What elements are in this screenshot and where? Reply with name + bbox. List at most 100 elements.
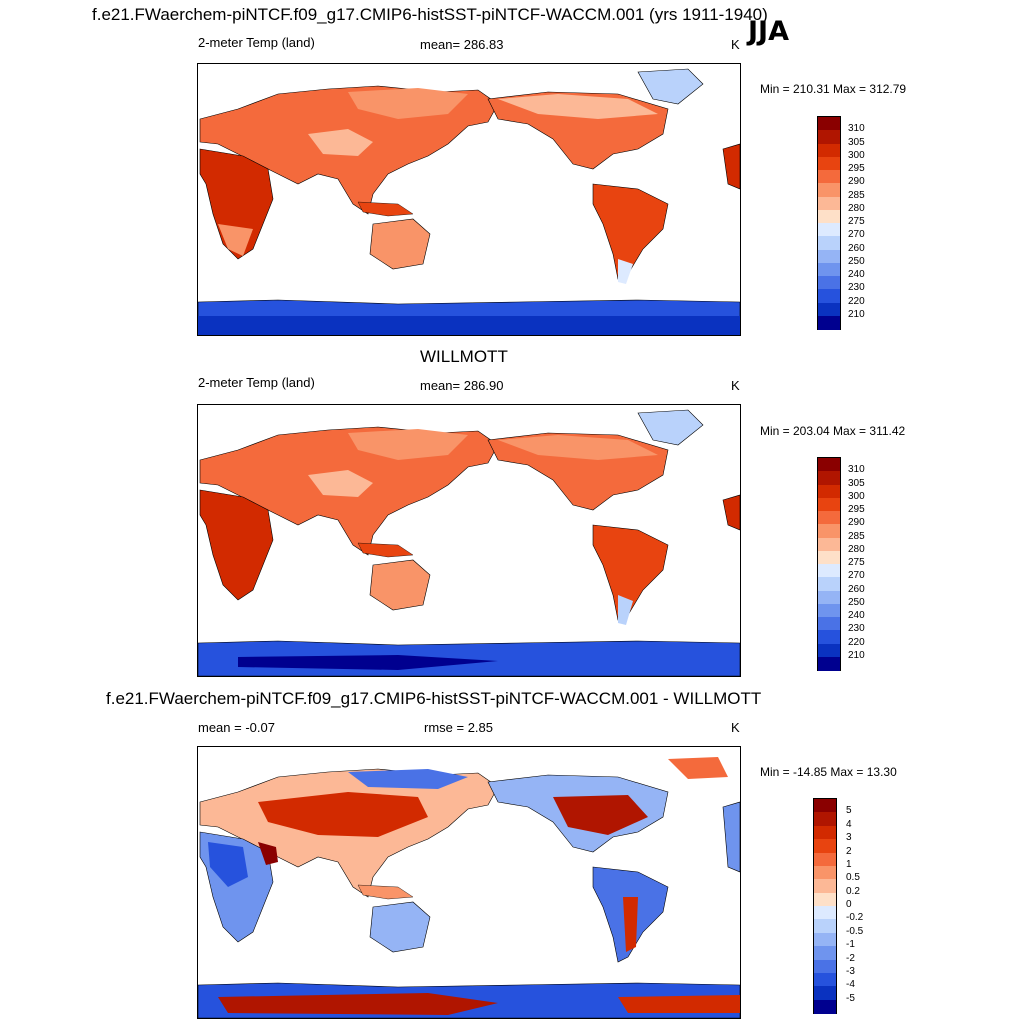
colorbar-tick-label: -3: [846, 965, 855, 977]
panel3-map: [197, 746, 741, 1019]
colorbar-tick-label: 2: [846, 845, 852, 857]
land-australia: [369, 901, 431, 953]
land-africa: [199, 148, 274, 260]
panel1-title: f.e21.FWaerchem-piNTCF.f09_g17.CMIP6-his…: [92, 5, 768, 24]
land-africa-east-edge: [722, 494, 740, 531]
panel2-map: [197, 404, 741, 677]
colorbar-swatch: [814, 812, 836, 827]
colorbar-tick-label: 290: [848, 517, 865, 529]
panel2-units-label: K: [731, 378, 740, 393]
colorbar-swatch: [818, 170, 840, 184]
colorbar-swatch: [814, 852, 836, 867]
land-australia: [369, 559, 431, 611]
colorbar-tick-label: 310: [848, 464, 865, 476]
colorbar-swatch: [818, 117, 840, 131]
colorbar-tick-label: 5: [846, 805, 852, 817]
panel3-mean-label: mean = -0.07: [198, 720, 275, 735]
panel3-title: f.e21.FWaerchem-piNTCF.f09_g17.CMIP6-his…: [106, 689, 762, 708]
colorbar-tick-label: 220: [848, 636, 865, 648]
land-canada: [498, 435, 658, 460]
colorbar-swatch: [818, 617, 840, 631]
panel2-minmax: Min = 203.04 Max = 311.42: [760, 424, 906, 438]
colorbar-tick-label: 240: [848, 269, 865, 280]
colorbar-tick-label: 295: [848, 163, 865, 174]
colorbar-tick-label: 275: [848, 557, 865, 568]
colorbar-swatch: [818, 537, 840, 552]
colorbar-swatch: [818, 209, 840, 224]
colorbar-tick-label: -5: [846, 992, 855, 1004]
land-patagonia: [618, 259, 633, 284]
colorbar-tick-label: 260: [848, 242, 865, 254]
colorbar-tick-label: 270: [848, 229, 865, 241]
colorbar-tick-label: 0.2: [846, 885, 860, 897]
panel2-colorbar: [817, 457, 841, 671]
land-antarctica-interior: [198, 316, 740, 335]
land-patagonia: [618, 595, 633, 625]
diff-siberia-cool: [348, 769, 468, 789]
colorbar-swatch: [818, 302, 840, 317]
colorbar-swatch: [818, 458, 840, 472]
colorbar-tick-label: -0.2: [846, 912, 864, 924]
colorbar-tick-label: 270: [848, 570, 865, 582]
colorbar-tick-label: 280: [848, 543, 865, 555]
panel1-map-plot: [198, 68, 740, 335]
land-greenland: [637, 68, 704, 105]
colorbar-swatch: [818, 524, 840, 538]
land-antarctica-interior: [238, 655, 498, 670]
panel2-variable-label: 2-meter Temp (land): [198, 375, 315, 390]
colorbar-tick-label: -2: [846, 952, 855, 964]
land-africa-east-edge: [722, 143, 740, 190]
colorbar-swatch: [818, 130, 840, 144]
panel3-colorbar: [813, 798, 837, 1014]
colorbar-swatch: [818, 196, 840, 211]
colorbar-swatch: [818, 643, 840, 658]
colorbar-tick-label: 300: [848, 149, 865, 161]
colorbar-swatch: [818, 511, 840, 525]
land-africa: [199, 489, 274, 601]
land-australia: [369, 218, 431, 270]
land-tibet: [308, 129, 373, 156]
colorbar-swatch: [814, 825, 836, 840]
panel1-variable-label: 2-meter Temp (land): [198, 35, 315, 50]
colorbar-swatch: [814, 919, 836, 934]
panel2-title: WILLMOTT: [420, 347, 508, 366]
colorbar-swatch: [814, 999, 836, 1014]
colorbar-tick-label: 0: [846, 899, 852, 910]
diff-alaska-warm: [668, 757, 728, 779]
land-siberia: [348, 88, 468, 119]
colorbar-swatch: [818, 156, 840, 171]
colorbar-tick-label: 295: [848, 504, 865, 515]
colorbar-swatch: [818, 276, 840, 290]
land-tibet: [308, 470, 373, 497]
colorbar-tick-label: -4: [846, 979, 855, 991]
colorbar-tick-label: 230: [848, 282, 865, 294]
colorbar-swatch: [814, 879, 836, 894]
season-label: JJA: [748, 16, 789, 47]
diff-usa-warm: [553, 795, 648, 835]
colorbar-swatch: [814, 906, 836, 920]
colorbar-swatch: [818, 315, 840, 330]
panel3-minmax: Min = -14.85 Max = 13.30: [760, 765, 897, 779]
panel1-units-label: K: [731, 37, 740, 52]
colorbar-swatch: [818, 289, 840, 303]
colorbar-tick-label: 3: [846, 832, 852, 844]
land-south-africa: [218, 224, 253, 256]
land-greenland: [637, 409, 704, 446]
colorbar-tick-label: 240: [848, 610, 865, 621]
colorbar-swatch: [818, 564, 840, 578]
colorbar-swatch: [814, 932, 836, 947]
colorbar-swatch: [818, 603, 840, 618]
land-africa-east-edge: [722, 801, 740, 873]
colorbar-tick-label: -0.5: [846, 925, 864, 937]
colorbar-swatch: [818, 656, 840, 671]
panel2-map-plot: [198, 409, 740, 676]
land-indonesia: [357, 201, 414, 217]
colorbar-swatch: [818, 484, 840, 499]
panel3-map-plot: [198, 757, 740, 1018]
colorbar-tick-label: 305: [848, 477, 865, 489]
colorbar-tick-label: 250: [848, 596, 865, 608]
colorbar-swatch: [818, 577, 840, 591]
colorbar-swatch: [818, 249, 840, 264]
colorbar-swatch: [814, 865, 836, 880]
colorbar-tick-label: 220: [848, 295, 865, 307]
